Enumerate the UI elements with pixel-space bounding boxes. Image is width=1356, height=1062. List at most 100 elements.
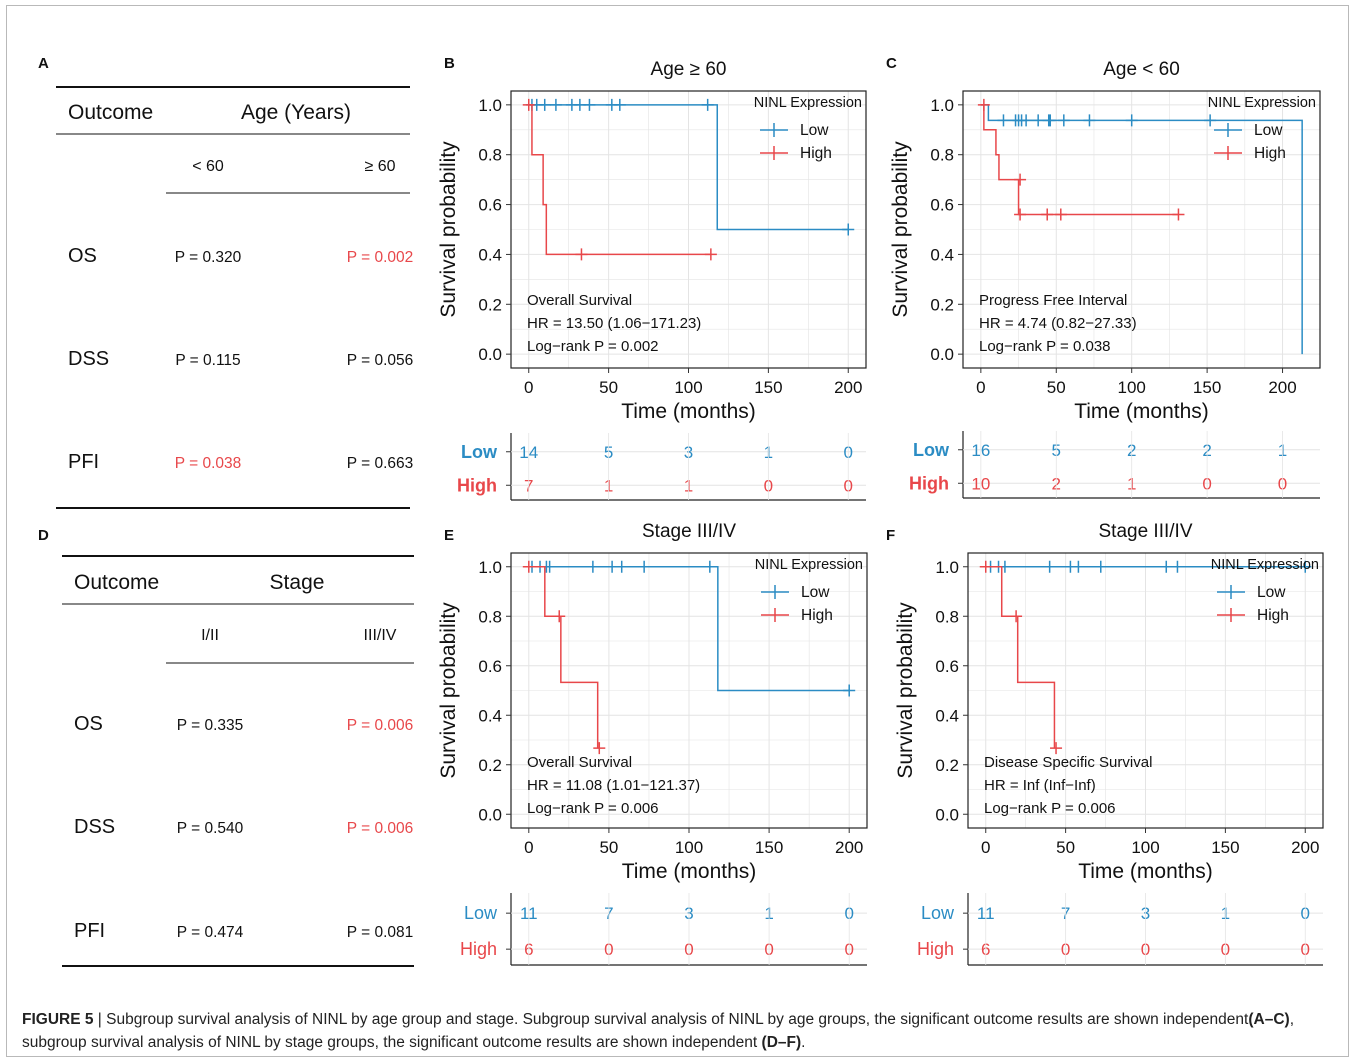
y-axis-label: Survival probability [437, 141, 460, 318]
x-tick-label: 0 [976, 378, 985, 397]
censor-mark-low [613, 98, 626, 111]
censor-mark-low [843, 684, 856, 697]
table-header-group: Stage [270, 571, 325, 594]
table-row-outcome: OS [74, 713, 103, 735]
censor-mark-low [1299, 560, 1312, 573]
table-p-value: P = 0.056 [347, 352, 414, 369]
km-panel-F: F Stage III/IV 0 50 100 150 200 0.0 0.2 0.4 0.6 0.8… [886, 521, 1324, 966]
x-tick-label: 200 [835, 838, 863, 857]
table-p-value: P = 0.320 [175, 249, 242, 266]
censor-mark-high [1041, 208, 1054, 221]
stat-annotation: Overall Survival [527, 754, 632, 771]
x-tick-label: 100 [1118, 378, 1146, 397]
panel-label-B: B [444, 55, 455, 72]
y-tick-label: 1.0 [478, 96, 502, 115]
survival-curve-high [528, 104, 711, 256]
y-axis-label: Survival probability [437, 602, 460, 779]
y-tick-label: 0.8 [478, 146, 502, 165]
censor-mark-high [1010, 610, 1023, 623]
y-tick-label: 0.4 [478, 245, 502, 264]
censor-mark-low [549, 98, 562, 111]
censor-mark-low [615, 560, 628, 573]
legend-title: NINL Expression [755, 557, 863, 573]
caption-label: FIGURE 5 [22, 1011, 94, 1028]
x-tick-label: 150 [754, 378, 782, 397]
figure-caption: FIGURE 5 | Subgroup survival analysis of… [22, 1008, 1332, 1054]
caption-end: . [801, 1034, 806, 1051]
table-row-outcome: PFI [74, 920, 105, 942]
chart-title: Stage III/IV [1099, 521, 1193, 542]
table-p-value: P = 0.006 [347, 717, 414, 734]
legend-label-high: High [801, 607, 833, 624]
km-panel-B: B Age ≥ 60 0 50 100 150 200 0.0 0.2 0.4 0.6 0.8 1.0 T… [437, 55, 867, 501]
x-tick-label: 200 [834, 378, 862, 397]
y-tick-label: 1.0 [478, 558, 502, 577]
legend-title: NINL Expression [1208, 95, 1316, 111]
table-p-value: P = 0.474 [177, 924, 244, 941]
plot-border [962, 90, 1321, 369]
legend-label-high: High [1257, 607, 1289, 624]
censor-mark-low [543, 560, 556, 573]
x-tick-label: 0 [524, 378, 533, 397]
x-tick-label: 50 [1056, 838, 1075, 857]
y-tick-label: 0.6 [478, 657, 502, 676]
censor-mark-low [842, 223, 855, 236]
legend-key-high [1214, 146, 1242, 160]
y-tick-label: 1.0 [930, 96, 954, 115]
km-panel-E: E Stage III/IV 0 50 100 150 200 0.0 0.2 0.4 0.6 0.8… [437, 521, 868, 966]
table-row-outcome: DSS [68, 348, 109, 370]
censor-mark-high [1014, 208, 1027, 221]
censor-mark-low [997, 114, 1010, 127]
risk-table-group-high: High [909, 473, 949, 493]
censor-mark-high [1054, 208, 1067, 221]
table-header-outcome: Outcome [68, 101, 153, 124]
y-tick-label: 0.2 [478, 295, 502, 314]
censor-mark-low [1171, 560, 1184, 573]
table-group-label: ≥ 60 [364, 158, 395, 175]
y-tick-label: 0.2 [930, 295, 954, 314]
x-tick-label: 50 [1047, 378, 1066, 397]
censor-mark-low [1020, 114, 1033, 127]
x-tick-label: 50 [599, 378, 618, 397]
y-tick-label: 0.6 [478, 196, 502, 215]
table-header-group: Age (Years) [241, 101, 351, 124]
x-axis-label: Time (months) [1074, 400, 1209, 423]
y-tick-label: 0.2 [935, 756, 959, 775]
censor-mark-low [538, 98, 551, 111]
legend-label-low: Low [800, 122, 829, 139]
legend-key-low [760, 123, 788, 137]
stat-annotation: Log−rank P = 0.002 [527, 338, 659, 355]
censor-mark-high [575, 248, 588, 261]
survival-curve-high [528, 566, 599, 749]
survival-curve-high [985, 566, 1056, 749]
x-tick-label: 0 [981, 838, 990, 857]
table-p-value: P = 0.081 [347, 924, 414, 941]
censor-mark-low [1044, 114, 1057, 127]
table-header-outcome: Outcome [74, 571, 159, 594]
table-p-value: P = 0.115 [175, 352, 240, 369]
caption-ref-1: (A–C) [1248, 1011, 1290, 1028]
x-tick-label: 100 [674, 378, 702, 397]
legend-key-low [1214, 123, 1242, 137]
stat-annotation: Log−rank P = 0.006 [984, 800, 1116, 817]
censor-mark-low [583, 98, 596, 111]
stat-annotation: HR = 13.50 (1.06−171.23) [527, 315, 701, 332]
figure-canvas: A Outcome Age (Years) < 60 ≥ 60 OS P = 0.320 P … [38, 55, 1324, 967]
stat-annotation: Log−rank P = 0.038 [979, 338, 1111, 355]
y-tick-label: 0.0 [930, 345, 954, 364]
caption-ref-2: (D–F) [761, 1034, 802, 1051]
table-p-value: P = 0.006 [347, 820, 414, 837]
stat-annotation: HR = Inf (Inf−Inf) [984, 777, 1096, 794]
y-tick-label: 0.4 [478, 706, 502, 725]
km-panel-C: C Age < 60 0 50 100 150 200 0.0 0.2 0.4 0.6 0.8 1.0 T… [886, 55, 1321, 499]
censor-mark-low [1043, 560, 1056, 573]
censor-mark-low [1160, 560, 1173, 573]
y-tick-label: 0.4 [935, 706, 959, 725]
censor-mark-high [1172, 208, 1185, 221]
table-row-outcome: OS [68, 245, 97, 267]
censor-mark-high [522, 98, 535, 111]
censor-mark-high [593, 742, 606, 755]
legend-label-high: High [800, 145, 832, 162]
